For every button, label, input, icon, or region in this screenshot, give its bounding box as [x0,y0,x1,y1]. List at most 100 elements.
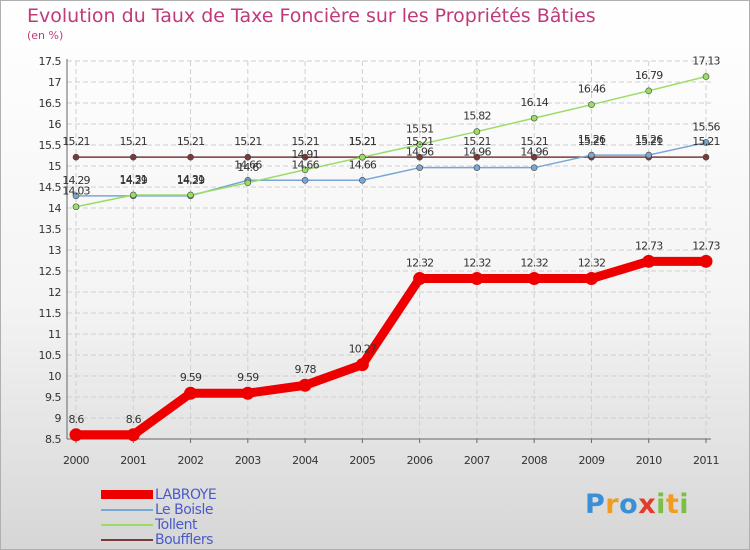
data-label: 15.26 [578,133,606,146]
data-point [359,176,366,184]
y-tick-label: 9.5 [45,391,61,404]
data-label: 14.6 [237,161,259,174]
data-label: 15.21 [463,135,491,148]
y-tick-label: 15.5 [39,139,62,152]
y-tick-label: 11.5 [39,307,62,320]
data-point [642,254,656,268]
data-label: 9.59 [237,371,259,384]
legend-label: Boufflers [155,531,213,548]
series-line-tollent [75,75,707,208]
data-label: 14.91 [291,148,319,161]
data-label: 12.73 [692,239,720,252]
data-label: 15.21 [406,135,434,148]
data-label: 9.78 [294,363,316,376]
chart-title: Evolution du Taux de Taxe Foncière sur l… [27,5,596,27]
data-label: 9.59 [180,371,202,384]
data-label: 14.96 [406,146,434,159]
legend-swatch [101,508,153,511]
data-label: 15.21 [520,135,548,148]
data-point [129,153,137,161]
x-tick-label: 2003 [235,454,261,467]
data-point [645,87,653,95]
legend-item-tollent[interactable]: Tollent [101,517,198,533]
data-label: 14.66 [234,158,262,171]
y-tick-label: 11 [48,328,61,341]
data-point [298,378,312,392]
x-tick-label: 2010 [636,454,662,467]
data-label: 16.46 [578,83,606,96]
y-tick-label: 12 [48,286,61,299]
legend-label: LABROYE [155,486,217,503]
legend-swatch [101,490,153,499]
data-point [530,153,538,161]
y-tick-label: 17.5 [39,55,62,68]
data-label: 12.32 [463,257,491,270]
data-point [416,164,423,171]
data-label: 14.66 [349,158,377,171]
data-point [244,153,252,161]
series-line-labroye [71,256,711,440]
grid-layer [67,60,711,440]
logo-letter: i [656,489,666,520]
x-tick-label: 2006 [407,454,433,467]
y-tick-label: 13.5 [39,223,62,236]
data-label: 8.6 [126,413,142,426]
data-label: 15.21 [578,135,606,148]
data-label: 10.27 [349,343,377,356]
y-tick-label: 14 [48,202,61,215]
data-point [473,153,481,161]
y-tick-label: 16 [48,118,61,131]
data-point [301,176,309,184]
legend-item-le-boisle[interactable]: Le Boisle [101,502,213,518]
data-label: 15.21 [234,135,262,148]
x-tick-label: 2000 [63,454,89,467]
y-tick-label: 10 [48,370,61,383]
data-label: 15.21 [120,135,148,148]
y-tick-label: 16.5 [39,97,62,110]
y-tick-label: 13 [48,244,61,257]
data-label: 12.32 [578,257,606,270]
data-label: 16.79 [635,69,663,82]
data-point [584,272,598,286]
data-label: 15.21 [62,135,90,148]
data-point [241,386,255,400]
data-label: 12.32 [520,257,548,270]
x-tick-label: 2011 [693,454,719,467]
data-point [244,179,252,187]
legend-item-labroye[interactable]: LABROYE [101,486,217,503]
data-point [69,428,83,442]
data-point [301,153,309,161]
data-label: 14.96 [463,146,491,159]
data-label: 12.73 [635,239,663,252]
data-point [72,153,80,161]
data-label: 15.21 [635,135,663,148]
logo-letter: o [619,489,639,520]
data-label: 14.66 [291,158,319,171]
logo-letter: r [605,489,620,520]
chart-unit-label: (en %) [27,29,64,42]
legend-swatch [101,523,153,526]
y-tick-label: 14.5 [39,181,62,194]
y-tick-label: 12.5 [39,265,62,278]
data-point [72,203,80,211]
data-label: 17.13 [692,55,720,68]
data-label: 15.21 [349,135,377,148]
legend-item-boufflers[interactable]: Boufflers [101,531,213,548]
data-point [301,166,309,174]
y-tick-label: 9 [55,412,62,425]
data-point [416,153,423,161]
data-label: 15.21 [177,135,205,148]
x-tick-label: 2001 [120,454,146,467]
data-label: 8.6 [68,413,84,426]
proxiti-logo[interactable]: Proxiti [585,489,689,520]
data-point [702,139,710,146]
y-tick-label: 10.5 [39,349,62,362]
data-point [184,386,198,400]
data-point [702,73,710,80]
x-tick-label: 2005 [349,454,375,467]
data-point [588,151,595,159]
axis-layer: 8.599.51010.51111.51212.51313.51414.5151… [39,55,720,467]
data-point [645,151,653,159]
data-label: 14.31 [120,173,148,186]
